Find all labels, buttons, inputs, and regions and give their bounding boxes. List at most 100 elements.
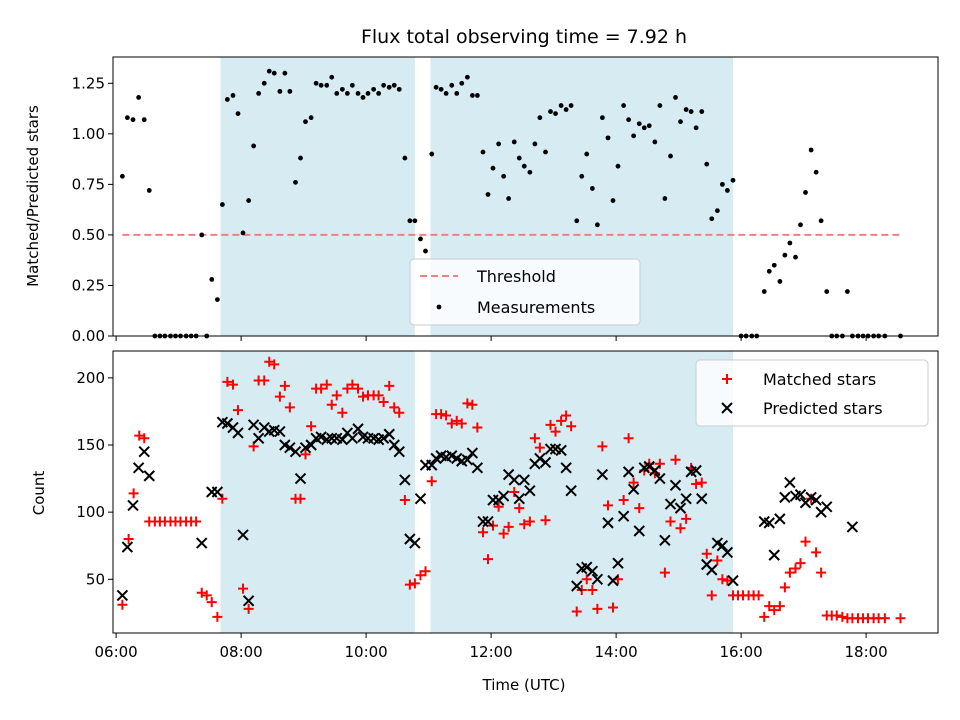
y-tick-label: 150 bbox=[76, 436, 105, 454]
measurement-point bbox=[761, 289, 767, 294]
matched-stars-point bbox=[337, 407, 348, 418]
predicted-stars-point bbox=[669, 479, 682, 491]
matched-stars-point bbox=[784, 567, 795, 578]
measurement-point bbox=[485, 192, 491, 197]
measurement-point bbox=[298, 155, 303, 161]
y-tick-label: 1.25 bbox=[72, 74, 105, 92]
matched-stars-point bbox=[665, 516, 676, 527]
predicted-stars-point bbox=[539, 456, 552, 469]
matched-stars-point bbox=[123, 534, 134, 544]
matched-stars-point bbox=[498, 528, 509, 539]
matched-stars-point bbox=[831, 610, 842, 621]
matched-stars-point bbox=[462, 398, 473, 409]
matched-stars-point bbox=[779, 582, 790, 593]
measurement-point bbox=[699, 109, 705, 114]
predicted-stars-point bbox=[763, 517, 775, 529]
predicted-stars-point bbox=[116, 589, 129, 602]
matched-stars-point bbox=[634, 503, 645, 514]
matched-stars-point bbox=[478, 527, 488, 538]
measurement-point bbox=[443, 90, 449, 96]
x-tick-label: 18:00 bbox=[845, 643, 888, 661]
predicted-stars-point bbox=[534, 452, 546, 465]
measurement-point bbox=[548, 109, 553, 114]
y-tick-label: 1.00 bbox=[72, 125, 105, 143]
predicted-stars-point bbox=[409, 537, 421, 549]
legend-measurements-label: Measurements bbox=[477, 298, 595, 317]
matched-stars-point bbox=[493, 501, 504, 512]
measurement-point bbox=[615, 163, 621, 169]
predicted-stars-point bbox=[664, 498, 677, 510]
matched-stars-point bbox=[295, 493, 306, 504]
y-tick-label: 100 bbox=[76, 503, 105, 521]
matched-stars-point bbox=[717, 574, 728, 585]
matched-stars-point bbox=[795, 558, 806, 569]
measurement-point bbox=[119, 173, 125, 179]
measurement-point bbox=[349, 82, 355, 88]
measurement-point bbox=[766, 268, 772, 274]
measurement-point bbox=[438, 86, 444, 92]
measurement-point bbox=[777, 279, 783, 284]
predicted-stars-point bbox=[477, 515, 489, 528]
matched-stars-point bbox=[191, 516, 202, 527]
matched-stars-point bbox=[243, 603, 254, 614]
matched-stars-point bbox=[128, 488, 139, 499]
matched-stars-point bbox=[233, 405, 243, 416]
matched-stars-point bbox=[378, 397, 389, 408]
predicted-stars-point bbox=[508, 474, 520, 486]
predicted-stars-point bbox=[524, 484, 536, 497]
measurement-point bbox=[469, 93, 475, 98]
predicted-stars-point bbox=[555, 444, 567, 457]
predicted-stars-point bbox=[612, 557, 624, 569]
predicted-stars-point bbox=[674, 502, 687, 514]
predicted-stars-point bbox=[252, 432, 265, 444]
measurement-point bbox=[657, 103, 663, 108]
measurement-point bbox=[610, 198, 616, 203]
predicted-stars-point bbox=[518, 474, 530, 486]
measurement-point bbox=[730, 177, 736, 183]
measurement-point bbox=[246, 198, 252, 203]
measurement-point bbox=[407, 218, 413, 224]
measurement-point bbox=[360, 95, 366, 100]
matched-stars-point bbox=[222, 376, 233, 387]
matched-stars-point bbox=[384, 380, 395, 391]
measurement-point bbox=[402, 155, 408, 161]
measurement-point bbox=[719, 181, 725, 187]
predicted-stars-point bbox=[336, 433, 349, 446]
measurement-point bbox=[391, 82, 397, 88]
matched-stars-point bbox=[259, 375, 270, 386]
predicted-stars-point bbox=[352, 423, 364, 435]
measurement-point bbox=[318, 82, 324, 88]
matched-stars-point bbox=[524, 516, 535, 527]
shaded-interval-0 bbox=[220, 57, 415, 336]
series-predicted-stars bbox=[116, 416, 859, 607]
matched-stars-point bbox=[587, 585, 598, 596]
measurement-point bbox=[793, 254, 798, 260]
measurement-point bbox=[673, 95, 678, 100]
matched-stars-point bbox=[284, 402, 295, 413]
predicted-stars-point bbox=[706, 564, 718, 576]
measurement-point bbox=[219, 202, 225, 207]
predicted-stars-point bbox=[649, 464, 661, 477]
predicted-stars-point bbox=[617, 510, 630, 522]
predicted-stars-point bbox=[211, 486, 224, 498]
matched-stars-point bbox=[358, 391, 368, 402]
predicted-stars-point bbox=[466, 447, 479, 459]
matched-stars-point bbox=[353, 383, 363, 394]
legend-predicted-label: Predicted stars bbox=[763, 399, 883, 418]
predicted-stars-point bbox=[633, 525, 645, 537]
matched-stars-point bbox=[212, 611, 223, 622]
predicted-stars-point bbox=[581, 561, 593, 573]
predicted-stars-point bbox=[121, 541, 134, 553]
predicted-stars-point bbox=[602, 517, 614, 529]
measurement-point bbox=[506, 196, 512, 201]
matched-stars-point bbox=[603, 500, 613, 511]
measurement-point bbox=[308, 115, 314, 121]
matched-stars-point bbox=[561, 410, 572, 421]
matched-stars-point bbox=[321, 379, 332, 390]
x-tick-label: 08:00 bbox=[220, 643, 263, 661]
predicted-stars-point bbox=[383, 428, 395, 440]
measurement-point bbox=[771, 262, 777, 268]
matched-stars-point bbox=[331, 390, 342, 401]
matched-stars-point bbox=[701, 548, 712, 559]
measurement-point bbox=[714, 208, 720, 214]
